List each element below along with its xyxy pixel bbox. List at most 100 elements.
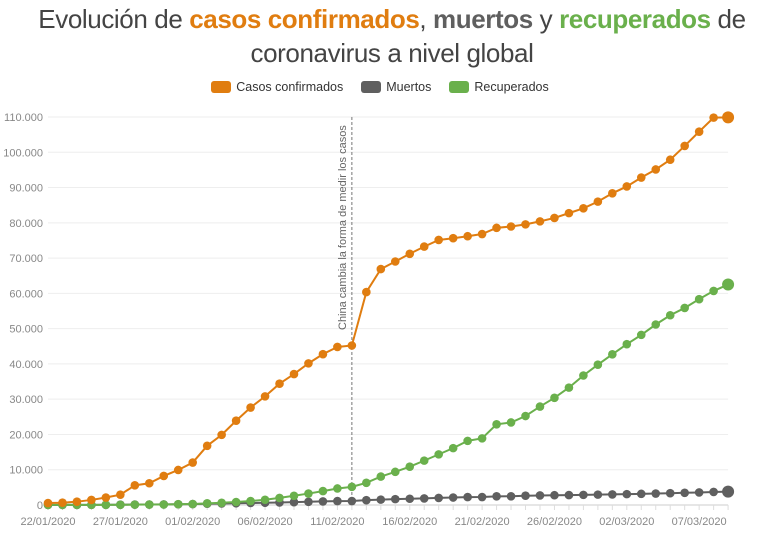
data-point-recuperados (144, 500, 154, 509)
legend-label: Recuperados (474, 80, 549, 94)
data-point-confirmados (246, 403, 255, 412)
data-point-confirmados (694, 127, 704, 136)
data-point-recuperados (333, 484, 342, 493)
data-point-confirmados (579, 204, 588, 213)
x-tick-label: 07/03/2020 (672, 516, 727, 528)
data-point-recuperados (665, 310, 675, 320)
data-point-confirmados (622, 182, 632, 191)
data-point-confirmados (709, 113, 718, 122)
legend-item-recuperados[interactable]: Recuperados (449, 80, 549, 94)
data-point-recuperados (260, 495, 270, 505)
data-point-muertos (289, 497, 299, 507)
data-point-recuperados (289, 491, 299, 501)
data-point-recuperados (608, 350, 617, 359)
data-point-recuperados (492, 419, 501, 429)
data-point-confirmados (72, 497, 82, 506)
legend-item-muertos[interactable]: Muertos (361, 80, 431, 94)
data-point-confirmados (564, 208, 574, 218)
legend-swatch (211, 81, 232, 93)
data-point-muertos (390, 494, 400, 504)
data-point-confirmados (289, 369, 299, 379)
data-point-confirmados (463, 231, 472, 241)
y-tick-label: 70.000 (9, 253, 43, 265)
data-point-confirmados (362, 287, 371, 297)
annotation-label: China cambia la forma de medir los casos (337, 125, 349, 330)
data-point-confirmados (202, 441, 212, 451)
data-point-recuperados (116, 500, 125, 510)
data-point-muertos (318, 497, 328, 506)
y-tick-label: 80.000 (9, 218, 43, 230)
data-point-confirmados (101, 493, 111, 502)
y-tick-label: 0 (37, 500, 43, 512)
data-point-recuperados (347, 482, 357, 492)
title-casos: casos confirmados (189, 4, 420, 34)
y-tick-label: 20.000 (9, 429, 43, 441)
data-point-recuperados (564, 383, 574, 392)
y-tick-label: 60.000 (9, 288, 43, 300)
data-point-recuperados (318, 486, 328, 496)
legend-item-confirmados[interactable]: Casos confirmados (211, 80, 343, 94)
legend-label: Muertos (386, 80, 432, 94)
data-point-confirmados (231, 416, 241, 426)
data-point-muertos (419, 494, 429, 503)
data-point-confirmados (260, 392, 270, 401)
data-point-confirmados (651, 165, 661, 174)
title-text: y (532, 4, 560, 34)
data-point-confirmados (477, 229, 487, 239)
data-point-confirmados (376, 264, 386, 274)
data-point-muertos (463, 492, 472, 502)
data-point-recuperados (463, 436, 472, 446)
data-point-confirmados (535, 217, 545, 226)
data-point-muertos (362, 495, 371, 505)
data-point-recuperados (159, 500, 169, 509)
data-point-confirmados (217, 430, 226, 440)
data-point-confirmados (419, 242, 429, 251)
data-point-confirmados (593, 197, 603, 206)
y-tick-label: 40.000 (9, 359, 43, 371)
data-point-muertos (492, 492, 501, 501)
data-point-muertos (521, 491, 530, 501)
data-point-confirmados (347, 341, 357, 350)
data-point-recuperados (709, 286, 718, 296)
data-point-recuperados (521, 411, 530, 421)
series-line-confirmados (47, 116, 729, 505)
data-point-confirmados (390, 257, 400, 266)
data-point-muertos (651, 489, 661, 498)
chart-title: Evolución de casos confirmados, muertos … (0, 2, 784, 70)
data-point-confirmados (144, 478, 154, 488)
data-point-recuperados (434, 450, 443, 459)
legend-swatch (449, 81, 470, 93)
title-muertos: muertos (433, 4, 533, 34)
data-point-confirmados (492, 223, 501, 233)
y-tick-label: 10.000 (9, 465, 43, 477)
data-point-confirmados (130, 481, 140, 490)
x-tick-label: 11/02/2020 (310, 516, 364, 528)
data-point-recuperados (173, 499, 183, 509)
data-point-muertos (680, 488, 689, 498)
data-point-muertos (448, 493, 458, 502)
series-line-recuperados (47, 283, 729, 506)
x-tick-label: 21/02/2020 (455, 516, 510, 528)
data-point-recuperados (202, 499, 212, 508)
legend-label: Casos confirmados (236, 80, 344, 94)
data-point-confirmados (665, 155, 675, 165)
y-tick-label: 90.000 (9, 183, 43, 195)
data-point-recuperados (405, 462, 415, 471)
data-point-recuperados (275, 493, 284, 503)
data-point-muertos (434, 493, 443, 503)
data-point-muertos (608, 490, 617, 499)
x-tick-label: 06/02/2020 (238, 516, 293, 528)
data-point-confirmados (506, 222, 516, 231)
data-point-confirmados (159, 471, 169, 481)
data-point-recuperados (231, 497, 241, 507)
data-point-recuperados (506, 418, 516, 427)
data-point-recuperados (722, 278, 735, 291)
x-tick-label: 01/02/2020 (165, 516, 220, 528)
data-point-recuperados (217, 498, 226, 508)
y-tick-label: 100.000 (3, 147, 43, 159)
x-tick-label: 02/03/2020 (599, 516, 654, 528)
data-point-confirmados (405, 249, 415, 259)
data-point-muertos (564, 490, 574, 500)
data-point-muertos (709, 487, 718, 497)
data-point-confirmados (608, 188, 617, 198)
